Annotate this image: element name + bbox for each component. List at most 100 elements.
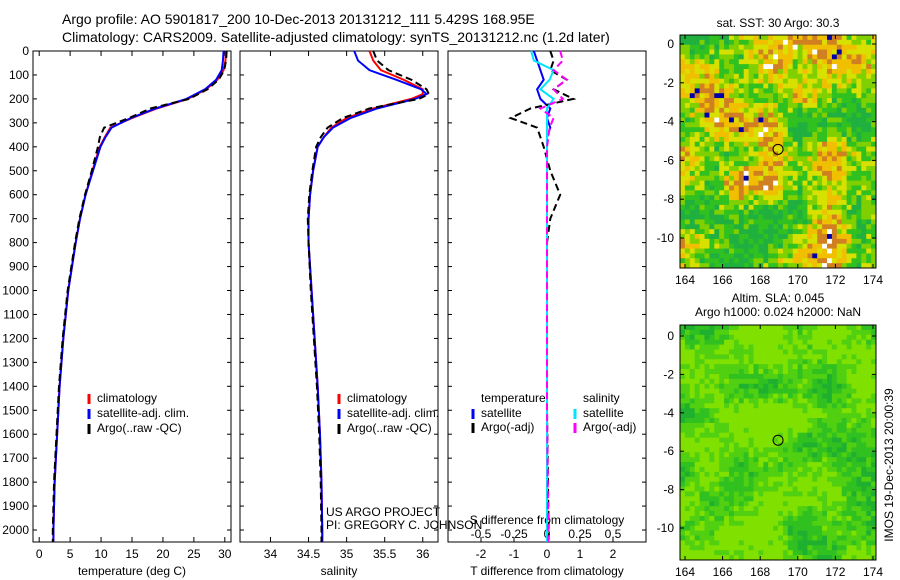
heatmap-cell [680, 180, 686, 186]
heatmap-cell [822, 344, 828, 350]
heatmap-cell [827, 501, 833, 507]
heatmap-cell [871, 102, 877, 109]
heatmap-cell [699, 476, 705, 483]
heatmap-cell [743, 229, 750, 235]
heatmap-cell [753, 122, 759, 128]
heatmap-cell [797, 219, 803, 225]
heatmap-cell [699, 102, 705, 109]
heatmap-cell [729, 339, 735, 346]
heatmap-cell [841, 555, 848, 561]
heatmap-cell [738, 214, 745, 220]
heatmap-cell [797, 59, 803, 65]
heatmap-cell [831, 141, 838, 148]
heatmap-cell [846, 122, 852, 128]
heatmap-cell [758, 234, 764, 240]
heatmap-cell [871, 540, 877, 546]
heatmap-cell [797, 437, 803, 443]
heatmap-cell [778, 200, 784, 206]
heatmap-cell [733, 403, 740, 409]
heatmap-cell [680, 369, 686, 375]
heatmap-cell [817, 550, 823, 556]
heatmap-cell [689, 457, 696, 463]
heatmap-cell [822, 156, 828, 162]
heatmap-cell [724, 132, 730, 138]
heatmap-cell [841, 418, 848, 424]
heatmap-cell [787, 325, 794, 331]
heatmap-cell [684, 98, 691, 104]
heatmap-cell [797, 224, 803, 230]
heatmap-cell [773, 555, 779, 561]
heatmap-cell [802, 180, 808, 186]
heatmap-cell [778, 462, 784, 468]
heatmap-cell [733, 447, 740, 453]
heatmap-cell [856, 107, 862, 114]
heatmap-cell [827, 258, 833, 264]
heatmap-cell [778, 486, 784, 492]
heatmap-cell [812, 462, 818, 468]
heatmap-cell [704, 457, 710, 463]
heatmap-cell [866, 432, 872, 439]
heatmap-cell [724, 127, 730, 133]
heatmap-cell [753, 329, 759, 336]
heatmap-cell [861, 35, 867, 41]
heatmap-cell [694, 359, 701, 365]
heatmap-cell [861, 491, 867, 497]
heatmap-cell [782, 243, 789, 250]
heatmap-cell [758, 166, 764, 172]
heatmap-cell [763, 156, 769, 162]
heatmap-cell [841, 229, 848, 235]
heatmap-cell [704, 98, 710, 104]
heatmap-cell [753, 102, 759, 109]
heatmap-cell [704, 263, 710, 269]
heatmap-cell [817, 520, 823, 527]
heatmap-cell [773, 132, 779, 138]
heatmap-cell [856, 151, 862, 157]
heatmap-cell [729, 383, 735, 390]
heatmap-cell [773, 219, 779, 225]
heatmap-cell [841, 476, 848, 483]
heatmap-cell [802, 364, 808, 370]
heatmap-cell [729, 258, 735, 264]
heatmap-cell [709, 166, 715, 172]
heatmap-cell [733, 107, 740, 114]
heatmap-cell [738, 418, 745, 424]
heatmap-cell [778, 481, 784, 488]
heatmap-cell [778, 325, 784, 331]
heatmap-cell [782, 54, 789, 60]
heatmap-cell [738, 238, 745, 245]
heatmap-cell [729, 462, 735, 468]
heatmap-cell [856, 496, 862, 502]
heatmap-cell [812, 476, 818, 483]
heatmap-cell [714, 44, 720, 51]
heatmap-cell [724, 457, 730, 463]
heatmap-cell [846, 496, 852, 502]
heatmap-cell [831, 329, 838, 336]
heatmap-cell [743, 506, 750, 512]
heatmap-cell [738, 427, 745, 434]
heatmap-cell [694, 388, 701, 395]
heatmap-cell [836, 132, 843, 138]
heatmap-cell [792, 127, 799, 133]
heatmap-cell [797, 136, 803, 143]
heatmap-cell [846, 413, 852, 419]
heatmap-cell [866, 378, 872, 385]
heatmap-cell [812, 146, 818, 152]
heatmap-cell [802, 122, 808, 128]
heatmap-cell [807, 59, 813, 65]
heatmap-cell [753, 204, 759, 211]
heatmap-cell [768, 447, 774, 453]
heatmap-cell [704, 170, 710, 177]
heatmap-cell [841, 329, 848, 336]
heatmap-cell [841, 452, 848, 458]
heatmap-cell [748, 344, 754, 350]
heatmap-cell [689, 339, 696, 346]
heatmap-cell [782, 373, 789, 380]
heatmap-cell [802, 383, 808, 390]
heatmap-cell [846, 59, 852, 65]
heatmap-cell [694, 112, 701, 119]
heatmap-cell [753, 422, 759, 429]
heatmap-cell [758, 515, 764, 522]
heatmap-cell [792, 339, 799, 346]
heatmap-cell [812, 413, 818, 419]
heatmap-cell [817, 112, 823, 119]
